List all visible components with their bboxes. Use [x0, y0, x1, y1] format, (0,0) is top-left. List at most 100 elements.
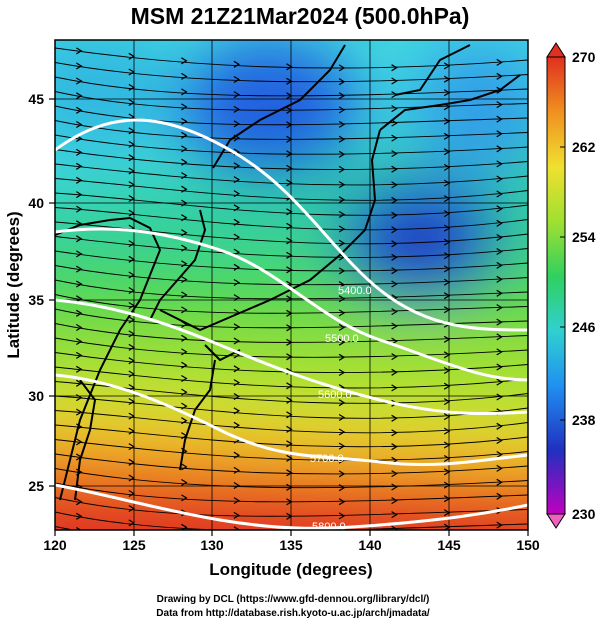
wind-arrow	[443, 148, 451, 156]
wind-arrow	[496, 275, 503, 283]
tick-marks	[49, 98, 529, 536]
streamline	[55, 47, 528, 69]
wind-arrow	[338, 64, 346, 72]
wind-arrow	[181, 131, 188, 139]
wind-arrow	[391, 280, 398, 288]
wind-arrow	[286, 440, 293, 448]
wind-arrow	[286, 396, 293, 404]
wind-arrow	[128, 127, 135, 135]
wind-arrow	[443, 132, 451, 140]
wind-arrow	[75, 205, 83, 213]
wind-arrow	[496, 422, 503, 430]
wind-arrow	[233, 105, 241, 113]
wind-arrow	[233, 379, 241, 387]
colorbar-lower-arrow	[546, 513, 566, 529]
colorbar-upper-arrow	[546, 42, 566, 58]
wind-arrow	[338, 470, 346, 478]
wind-arrow	[391, 134, 398, 142]
wind-arrow	[286, 454, 293, 462]
wind-arrow	[233, 204, 241, 212]
wind-arrow	[128, 240, 135, 248]
wind-arrow	[496, 348, 503, 356]
wind-arrow	[128, 330, 135, 338]
y-axis-label: Latitude (degrees)	[4, 211, 23, 358]
streamline	[55, 453, 528, 475]
wind-arrow	[338, 181, 346, 189]
streamline	[55, 134, 528, 155]
wind-arrow	[181, 374, 188, 383]
wind-arrow	[338, 196, 346, 204]
wind-arrow	[286, 222, 293, 230]
wind-arrow	[75, 235, 83, 243]
wind-arrow	[181, 103, 188, 111]
wind-arrow	[391, 308, 398, 316]
wind-arrow	[338, 78, 346, 86]
wind-arrow	[443, 210, 451, 218]
wind-arrow	[286, 106, 293, 114]
streamline	[55, 366, 528, 389]
wind-arrow	[443, 224, 451, 232]
wind-arrow	[286, 251, 293, 259]
wind-arrow	[338, 165, 346, 173]
wind-arrow	[391, 196, 398, 204]
wind-arrow	[286, 353, 293, 361]
wind-arrow	[75, 365, 83, 373]
wind-arrow	[75, 394, 83, 402]
wind-arrow	[75, 379, 83, 387]
wind-arrow	[391, 353, 398, 361]
wind-arrow	[286, 425, 293, 433]
wind-arrow	[233, 278, 241, 287]
wind-arrow	[338, 281, 346, 289]
wind-arrow	[128, 474, 135, 482]
wind-streamlines	[55, 47, 528, 547]
wind-arrow	[128, 427, 135, 435]
wind-arrow	[181, 402, 188, 410]
wind-arrow	[443, 441, 451, 449]
wind-arrow	[286, 483, 293, 491]
streamline	[55, 294, 528, 314]
wind-arrow	[443, 117, 451, 125]
wind-arrow	[496, 289, 503, 297]
wind-arrow	[443, 495, 451, 503]
wind-arrow	[391, 525, 398, 530]
wind-arrow	[496, 115, 503, 123]
wind-arrow	[286, 63, 293, 71]
wind-arrow	[233, 294, 241, 302]
contour-labels: 5400.0 5500.0 5600.0 5700.0 5800.0	[310, 285, 372, 530]
wind-arrow	[128, 301, 135, 310]
wind-arrow	[496, 72, 503, 80]
wind-arrow	[443, 163, 451, 171]
contour-label: 5700.0	[310, 453, 344, 465]
wind-arrow	[181, 463, 188, 471]
wind-arrow	[128, 167, 135, 175]
wind-arrow	[233, 392, 241, 401]
wind-arrow	[391, 105, 398, 113]
y-tick-label: 45	[28, 91, 44, 107]
streamline	[55, 352, 528, 374]
wind-arrow	[496, 145, 503, 153]
wind-arrow	[128, 343, 135, 351]
streamline	[55, 424, 528, 448]
wind-arrow	[181, 417, 188, 425]
wind-arrow	[392, 541, 397, 547]
streamline	[55, 178, 528, 201]
wind-arrow	[391, 181, 398, 189]
wind-arrow	[391, 483, 398, 491]
height-contours	[55, 118, 528, 530]
streamline	[55, 337, 528, 358]
wind-arrow	[128, 383, 135, 392]
wind-arrow	[443, 351, 451, 359]
wind-arrow	[75, 337, 83, 346]
wind-arrow	[181, 291, 188, 299]
plot-area: 5400.0 5500.0 5600.0 5700.0 5800.0	[55, 40, 528, 547]
wind-arrow	[496, 58, 503, 66]
wind-arrow	[338, 413, 346, 422]
streamline	[55, 62, 528, 83]
wind-arrow	[443, 366, 451, 375]
streamline	[55, 207, 528, 231]
wind-arrow	[181, 185, 188, 193]
wind-arrow	[338, 338, 346, 346]
wind-arrow	[443, 252, 451, 260]
streamline	[55, 105, 528, 126]
wind-arrow	[391, 497, 398, 505]
